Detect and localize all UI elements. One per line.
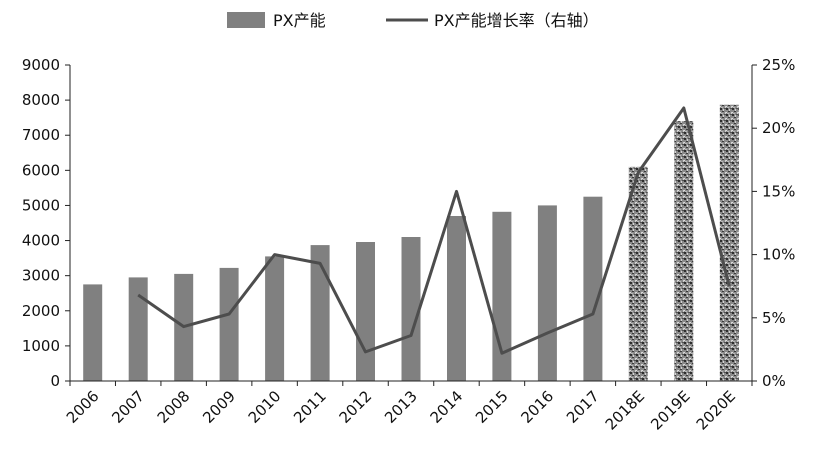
bar-2015 (492, 211, 512, 381)
legend-line-label: PX产能增长率（右轴） (434, 11, 599, 30)
right-tick-label: 10% (762, 246, 795, 264)
right-tick-label: 5% (762, 309, 786, 327)
x-tick-label-2008: 2008 (154, 387, 194, 427)
left-tick-label: 7000 (22, 126, 60, 144)
bar-2016 (537, 205, 557, 381)
bar-2020E (719, 104, 739, 381)
x-tick-label-2011: 2011 (290, 387, 330, 427)
x-tick-label-2017: 2017 (563, 387, 603, 427)
bar-2006 (83, 284, 103, 381)
legend-bar-label: PX产能 (273, 11, 326, 30)
x-tick-label-2016: 2016 (517, 387, 557, 427)
bar-2019E (674, 121, 694, 381)
growth-rate-line (137, 106, 731, 355)
x-tick-label-2018E: 2018E (602, 387, 648, 433)
right-tick-label: 0% (762, 372, 786, 390)
x-tick-label-2012: 2012 (336, 387, 376, 427)
right-tick-label: 15% (762, 182, 795, 200)
x-axis-ticks: 2006 2007 2008 2009 2010 2011 2012 2013 2014 2015… (63, 381, 753, 434)
bar-2017 (583, 196, 603, 381)
right-axis-ticks: 0% 5% 10% 15% 20% 25% (752, 56, 795, 390)
bar-2012 (356, 242, 375, 381)
x-tick-label-2013: 2013 (381, 387, 421, 427)
axes-layer (69, 65, 753, 382)
right-tick-label: 20% (762, 119, 795, 137)
left-tick-label: 2000 (22, 302, 60, 320)
x-tick-label-2014: 2014 (427, 387, 467, 427)
left-tick-label: 5000 (22, 196, 60, 214)
left-tick-label: 1000 (22, 337, 60, 355)
right-tick-label: 25% (762, 56, 795, 74)
x-tick-label-2006: 2006 (63, 387, 103, 427)
bar-2010 (265, 256, 285, 381)
left-tick-label: 3000 (22, 267, 60, 285)
legend: PX产能 PX产能增长率（右轴） (227, 11, 599, 30)
legend-bar-swatch (227, 12, 265, 28)
growth-line-layer (137, 106, 731, 355)
bar-2014 (447, 216, 466, 381)
left-tick-label: 0 (50, 372, 60, 390)
left-tick-label: 9000 (22, 56, 60, 74)
x-tick-label-2009: 2009 (199, 387, 239, 427)
bars-layer (83, 104, 739, 381)
left-tick-label: 4000 (22, 232, 60, 250)
left-tick-label: 8000 (22, 91, 60, 109)
left-tick-label: 6000 (22, 161, 60, 179)
bar-2018E (628, 166, 648, 381)
x-tick-label-2015: 2015 (472, 387, 512, 427)
x-tick-label-2007: 2007 (108, 387, 148, 427)
x-tick-label-2010: 2010 (245, 387, 285, 427)
bar-2009 (219, 267, 239, 381)
bar-2011 (310, 245, 330, 381)
bar-2013 (401, 237, 421, 381)
bar-2007 (128, 277, 148, 381)
x-tick-label-2020E: 2020E (693, 387, 739, 433)
left-axis-ticks: 0 1000 2000 3000 4000 5000 6000 7000 8000 9000 (22, 56, 70, 390)
x-tick-label-2019E: 2019E (647, 387, 693, 433)
